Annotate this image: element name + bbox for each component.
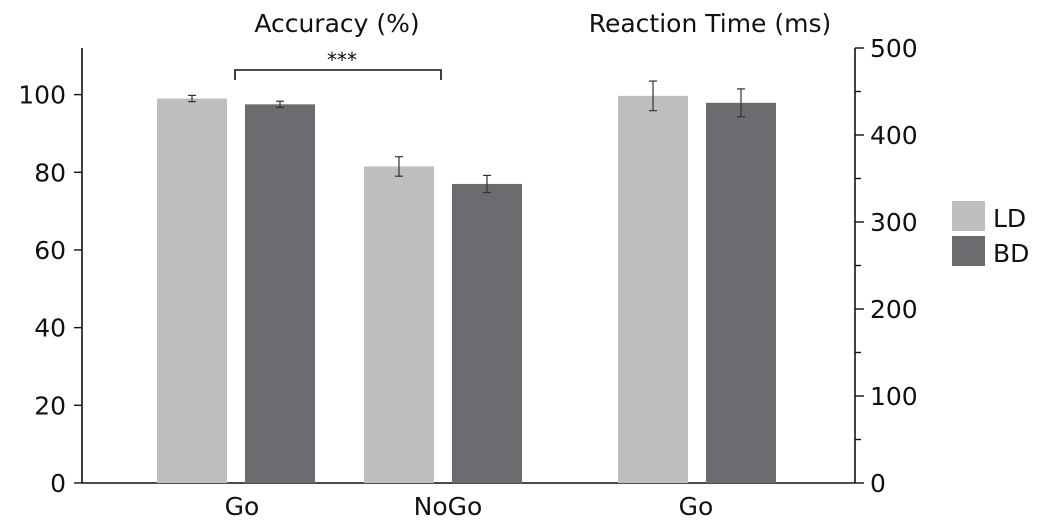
left-tick-label: 60: [34, 236, 66, 265]
bar-ld-go: [618, 95, 688, 483]
legend-label-ld: LD: [993, 204, 1026, 233]
bar-bd-go: [245, 104, 315, 484]
bars: [157, 95, 776, 484]
legend-swatch-bd: [952, 236, 985, 266]
left-tick-label: 100: [18, 81, 66, 110]
x-tick-label: Go: [225, 492, 260, 521]
right-tick-label: 500: [870, 34, 918, 63]
legend: LD BD: [952, 201, 1029, 268]
left-tick-label: 0: [50, 469, 66, 498]
significance-label: ***: [327, 48, 357, 72]
accuracy-title: Accuracy (%): [254, 9, 419, 38]
left-tick-label: 80: [34, 158, 66, 187]
bar-bd-go: [706, 102, 776, 483]
left-axis-ticks: 0 20 40 60 80 100: [18, 81, 82, 498]
x-tick-labels: Go NoGo Go: [225, 492, 714, 521]
bar-bd-nogo: [452, 183, 522, 483]
right-tick-label: 0: [870, 469, 886, 498]
legend-swatch-ld: [952, 201, 985, 231]
right-tick-label: 400: [870, 121, 918, 150]
reaction-time-title: Reaction Time (ms): [589, 9, 832, 38]
right-tick-label: 200: [870, 295, 918, 324]
bar-ld-go: [157, 98, 227, 483]
legend-label-bd: BD: [993, 239, 1029, 268]
error-bars: [188, 80, 745, 194]
right-tick-label: 100: [870, 382, 918, 411]
left-tick-label: 40: [34, 314, 66, 343]
left-tick-label: 20: [34, 391, 66, 420]
x-tick-label: NoGo: [414, 492, 483, 521]
x-tick-label: Go: [679, 492, 714, 521]
right-tick-label: 300: [870, 208, 918, 237]
significance-bracket: ***: [234, 48, 442, 80]
bar-ld-nogo: [364, 166, 434, 483]
right-axis-ticks: 0 100 200 300 400 500: [855, 34, 918, 498]
